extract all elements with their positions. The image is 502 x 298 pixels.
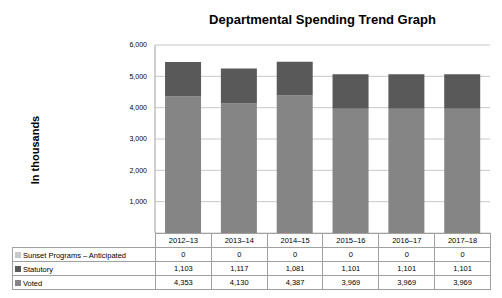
html-text:1,101: 1,101 [341,264,361,273]
html-text:2016–17: 2016–17 [392,236,422,245]
html-text:1,103: 1,103 [174,264,193,273]
svg-text:6,000: 6,000 [129,41,147,48]
html-text:0: 0 [348,250,353,259]
html-text:3,969: 3,969 [341,278,361,287]
svg-text:1,000: 1,000 [129,198,147,205]
svg-text:5,000: 5,000 [129,73,147,80]
html-text:In thousands: In thousands [29,115,41,185]
svg-text:2,000: 2,000 [129,167,147,174]
html-text:2017–18: 2017–18 [448,236,478,245]
html-text:0: 0 [404,250,409,259]
html-text:0: 0 [237,250,242,259]
html-text:Statutory: Statutory [23,264,53,274]
html-text:2014–15: 2014–15 [280,236,310,245]
html-text:1,101: 1,101 [397,264,417,273]
html-text:1,101: 1,101 [453,264,472,273]
html-text:4,130: 4,130 [229,278,249,287]
html-text:1,117: 1,117 [230,264,249,273]
html-text:1,081: 1,081 [285,264,305,273]
html-text:3,969: 3,969 [397,278,417,287]
html-text:0: 0 [460,250,465,259]
html-text:Departmental Spending Trend Gr: Departmental Spending Trend Graph [209,12,436,27]
html-text:4,353: 4,353 [174,278,193,287]
html-text:0: 0 [293,250,298,259]
svg-text:3,000: 3,000 [129,135,147,142]
html-text:3,969: 3,969 [453,278,472,287]
html-text:Voted: Voted [23,278,43,288]
html-text:0: 0 [181,250,186,259]
html-text:Sunset Programs – Anticipated: Sunset Programs – Anticipated [23,250,126,260]
html-text:2012–13: 2012–13 [168,236,198,245]
svg-text:4,000: 4,000 [129,104,147,111]
html-text:4,387: 4,387 [285,278,305,287]
html-text:2015–16: 2015–16 [336,236,366,245]
html-text:2013–14: 2013–14 [224,236,254,245]
